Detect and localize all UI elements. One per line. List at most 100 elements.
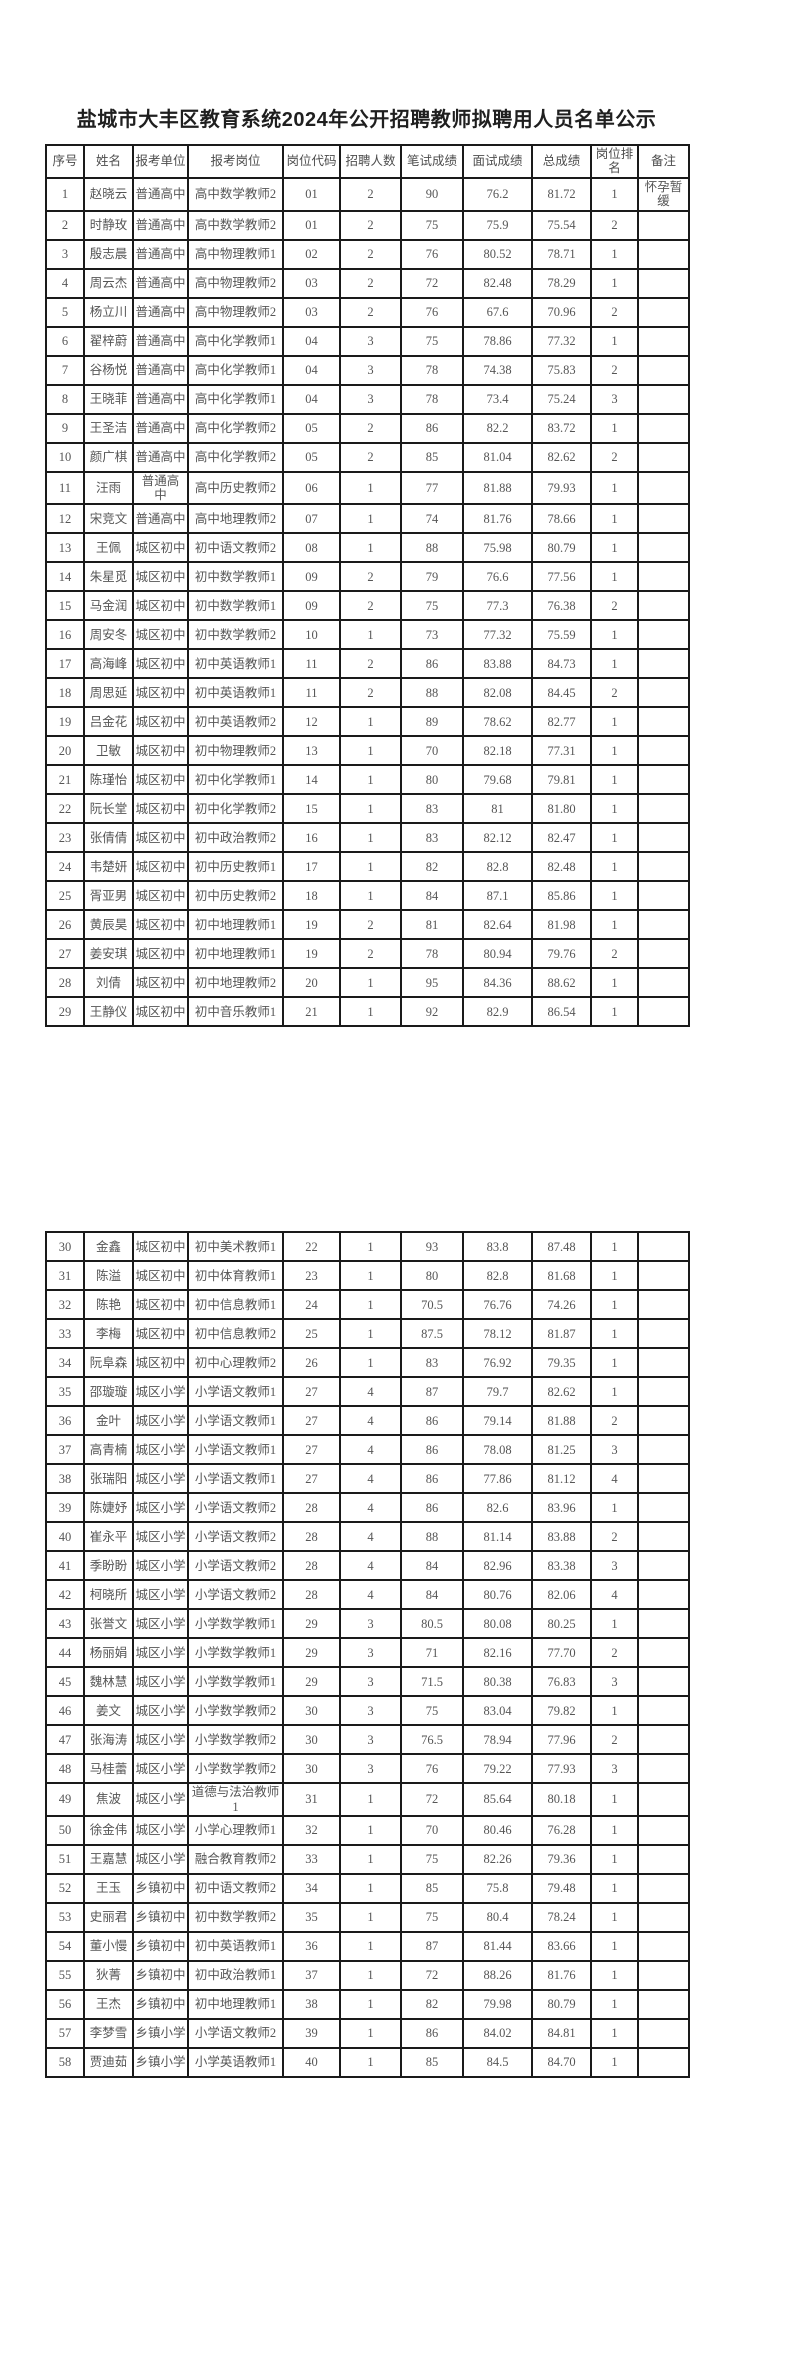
table-cell: 初中英语教师1 bbox=[187, 1931, 284, 1962]
table-cell: 82.96 bbox=[462, 1550, 533, 1582]
table-row: 49 焦波 城区小学 道德与法治教师 1 31 1 72 85.64 80.18 1 bbox=[45, 1782, 690, 1817]
table-row: 13 王佩 城区初中 初中语文教师2 08 1 88 75.98 80.79 1 bbox=[45, 532, 690, 564]
table-row: 1 赵晓云 普通高中 高中数学教师2 01 2 90 76.2 81.72 1 怀孕暂缓 bbox=[45, 176, 690, 212]
table-cell: 43 bbox=[45, 1608, 85, 1640]
table-cell: 19 bbox=[45, 706, 85, 738]
table-cell: 81.88 bbox=[462, 470, 533, 506]
table-row: 58 贾迪茹 乡镇小学 小学英语教师1 40 1 85 84.5 84.70 1 bbox=[45, 2047, 690, 2078]
table-cell: 乡镇初中 bbox=[132, 1960, 189, 1991]
table-cell: 26 bbox=[45, 909, 85, 941]
table-cell bbox=[637, 793, 690, 825]
table-cell: 胥亚男 bbox=[83, 880, 134, 912]
table-cell: 1 bbox=[590, 1260, 639, 1292]
table-cell bbox=[637, 1289, 690, 1321]
table-cell: 道德与法治教师 1 bbox=[187, 1782, 284, 1817]
table-cell: 乡镇初中 bbox=[132, 1989, 189, 2020]
table-cell: 72 bbox=[400, 1782, 464, 1817]
table-cell: 78.12 bbox=[462, 1318, 533, 1350]
table-cell: 初中心理教师2 bbox=[187, 1347, 284, 1379]
table-cell: 城区初中 bbox=[132, 561, 189, 593]
table-cell: 普通高中 bbox=[132, 296, 189, 328]
table-cell: 普通高中 bbox=[132, 503, 189, 535]
table-cell: 1 bbox=[590, 1960, 639, 1991]
table-cell: 78.24 bbox=[531, 1902, 592, 1933]
table-cell: 初中英语教师2 bbox=[187, 706, 284, 738]
table-cell: 2 bbox=[590, 590, 639, 622]
table-cell: 80.76 bbox=[462, 1579, 533, 1611]
table-cell bbox=[637, 532, 690, 564]
table-cell: 30 bbox=[45, 1231, 85, 1263]
table-cell: 80.08 bbox=[462, 1608, 533, 1640]
table-cell: 城区初中 bbox=[132, 1231, 189, 1263]
table-cell: 季盼盼 bbox=[83, 1550, 134, 1582]
table-cell bbox=[637, 1492, 690, 1524]
recruitment-table-page-2: 30 金鑫 城区初中 初中美术教师1 22 1 93 83.8 87.48 1 31 陈溢 城区初中 初中… bbox=[45, 1231, 690, 2078]
table-cell bbox=[637, 1989, 690, 2020]
table-cell: 2 bbox=[339, 590, 402, 622]
table-cell: 81.87 bbox=[531, 1318, 592, 1350]
table-cell: 1 bbox=[590, 1989, 639, 2020]
table-row: 54 董小慢 乡镇初中 初中英语教师1 36 1 87 81.44 83.66 1 bbox=[45, 1931, 690, 1962]
table-cell: 初中数学教师1 bbox=[187, 561, 284, 593]
table-cell: 1 bbox=[590, 176, 639, 212]
table-cell bbox=[637, 677, 690, 709]
table-cell: 72 bbox=[400, 267, 464, 299]
table-cell: 姜安琪 bbox=[83, 938, 134, 970]
table-cell: 87.1 bbox=[462, 880, 533, 912]
table-cell: 18 bbox=[45, 677, 85, 709]
table-cell: 2 bbox=[339, 176, 402, 212]
column-header: 序号 bbox=[45, 144, 85, 179]
table-cell: 3 bbox=[590, 383, 639, 415]
table-cell: 2 bbox=[339, 938, 402, 970]
table-cell: 30 bbox=[282, 1753, 341, 1785]
table-cell: 81.44 bbox=[462, 1931, 533, 1962]
table-cell: 柯晓所 bbox=[83, 1579, 134, 1611]
table-cell: 城区小学 bbox=[132, 1521, 189, 1553]
table-cell: 10 bbox=[45, 441, 85, 473]
table-cell: 14 bbox=[45, 561, 85, 593]
table-cell: 02 bbox=[282, 238, 341, 270]
table-cell: 4 bbox=[339, 1376, 402, 1408]
table-cell bbox=[637, 996, 690, 1028]
table-cell: 17 bbox=[45, 648, 85, 680]
table-cell: 34 bbox=[45, 1347, 85, 1379]
table-cell bbox=[637, 1405, 690, 1437]
table-cell: 71.5 bbox=[400, 1666, 464, 1698]
table-cell: 75 bbox=[400, 209, 464, 241]
table-cell: 卫敏 bbox=[83, 735, 134, 767]
table-cell: 79.68 bbox=[462, 764, 533, 796]
table-cell: 48 bbox=[45, 1753, 85, 1785]
table-cell: 城区小学 bbox=[132, 1753, 189, 1785]
table-cell: 1 bbox=[339, 470, 402, 506]
table-cell: 普通高 中 bbox=[132, 470, 189, 506]
table-cell: 普通高中 bbox=[132, 383, 189, 415]
table-cell: 44 bbox=[45, 1637, 85, 1669]
table-cell: 52 bbox=[45, 1873, 85, 1904]
table-cell: 80 bbox=[400, 764, 464, 796]
table-cell: 80.5 bbox=[400, 1608, 464, 1640]
table-cell: 乡镇小学 bbox=[132, 2018, 189, 2049]
table-cell: 19 bbox=[282, 938, 341, 970]
column-header: 姓名 bbox=[83, 144, 134, 179]
table-cell: 1 bbox=[339, 1260, 402, 1292]
table-cell: 城区小学 bbox=[132, 1463, 189, 1495]
table-row: 40 崔永平 城区小学 小学语文教师2 28 4 88 81.14 83.88 2 bbox=[45, 1521, 690, 1553]
table-cell: 75.98 bbox=[462, 532, 533, 564]
table-cell: 1 bbox=[590, 1782, 639, 1817]
table-cell bbox=[637, 1231, 690, 1263]
column-header: 笔试成绩 bbox=[400, 144, 464, 179]
table-cell: 初中地理教师2 bbox=[187, 967, 284, 999]
table-cell: 83.88 bbox=[462, 648, 533, 680]
table-cell: 小学数学教师1 bbox=[187, 1637, 284, 1669]
table-cell: 4 bbox=[339, 1463, 402, 1495]
table-cell: 2 bbox=[339, 296, 402, 328]
table-cell: 1 bbox=[339, 1318, 402, 1350]
table-cell: 徐金伟 bbox=[83, 1815, 134, 1846]
table-cell: 77.70 bbox=[531, 1637, 592, 1669]
table-cell: 06 bbox=[282, 470, 341, 506]
table-cell: 1 bbox=[339, 2018, 402, 2049]
table-cell: 82.8 bbox=[462, 851, 533, 883]
table-cell: 79.76 bbox=[531, 938, 592, 970]
table-cell: 24 bbox=[282, 1289, 341, 1321]
table-cell: 32 bbox=[45, 1289, 85, 1321]
